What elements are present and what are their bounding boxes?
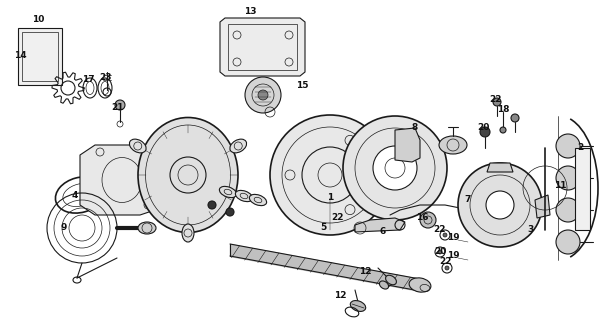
Polygon shape <box>487 163 513 172</box>
Text: 22: 22 <box>332 213 344 222</box>
Text: 20: 20 <box>477 124 489 132</box>
Text: 2: 2 <box>577 143 583 153</box>
Text: 14: 14 <box>14 51 27 60</box>
Circle shape <box>226 208 234 216</box>
Circle shape <box>480 127 490 137</box>
Circle shape <box>245 77 281 113</box>
Circle shape <box>556 198 580 222</box>
Text: 7: 7 <box>465 196 471 204</box>
Ellipse shape <box>219 186 236 198</box>
Text: 12: 12 <box>359 268 371 276</box>
Text: 17: 17 <box>81 76 94 84</box>
Ellipse shape <box>250 194 267 206</box>
Ellipse shape <box>409 278 431 292</box>
Text: 19: 19 <box>447 234 459 243</box>
Polygon shape <box>355 218 405 232</box>
Circle shape <box>438 250 442 254</box>
Text: 1: 1 <box>327 194 333 203</box>
Text: 12: 12 <box>333 292 346 300</box>
Ellipse shape <box>230 139 247 153</box>
Ellipse shape <box>138 222 156 234</box>
Polygon shape <box>80 145 155 215</box>
Polygon shape <box>18 28 62 85</box>
Circle shape <box>343 116 447 220</box>
Circle shape <box>258 90 268 100</box>
Circle shape <box>420 212 436 228</box>
Circle shape <box>511 114 519 122</box>
Circle shape <box>443 233 447 237</box>
Circle shape <box>556 134 580 158</box>
Circle shape <box>500 127 506 133</box>
Ellipse shape <box>350 300 365 311</box>
Polygon shape <box>220 18 305 76</box>
Circle shape <box>373 146 417 190</box>
Ellipse shape <box>379 281 388 289</box>
Ellipse shape <box>439 136 467 154</box>
Circle shape <box>458 163 542 247</box>
Polygon shape <box>535 195 550 218</box>
Text: 22: 22 <box>434 226 446 235</box>
Text: 23: 23 <box>99 74 111 83</box>
Circle shape <box>445 266 449 270</box>
Text: 11: 11 <box>554 180 566 189</box>
Text: 3: 3 <box>527 226 533 235</box>
Text: 19: 19 <box>447 252 459 260</box>
Text: 16: 16 <box>415 213 428 222</box>
Text: 4: 4 <box>72 190 78 199</box>
Text: 22: 22 <box>489 95 501 105</box>
Circle shape <box>493 98 501 106</box>
Text: 6: 6 <box>380 228 386 236</box>
Text: 5: 5 <box>320 223 326 233</box>
Circle shape <box>486 191 514 219</box>
Circle shape <box>115 100 125 110</box>
Circle shape <box>208 201 216 209</box>
Text: 21: 21 <box>112 103 124 113</box>
Circle shape <box>270 115 390 235</box>
Ellipse shape <box>138 117 238 233</box>
Text: 20: 20 <box>434 247 446 257</box>
Text: 13: 13 <box>244 7 256 17</box>
Ellipse shape <box>235 190 253 202</box>
Text: 9: 9 <box>61 223 67 233</box>
Text: 22: 22 <box>439 258 451 267</box>
Circle shape <box>556 230 580 254</box>
Ellipse shape <box>182 224 194 242</box>
Text: 18: 18 <box>497 106 510 115</box>
Polygon shape <box>395 128 420 162</box>
Ellipse shape <box>130 139 146 153</box>
Circle shape <box>556 166 580 190</box>
Polygon shape <box>575 148 590 230</box>
Text: 15: 15 <box>295 81 308 90</box>
Text: 8: 8 <box>412 124 418 132</box>
Ellipse shape <box>385 275 396 285</box>
Text: 10: 10 <box>32 15 44 25</box>
